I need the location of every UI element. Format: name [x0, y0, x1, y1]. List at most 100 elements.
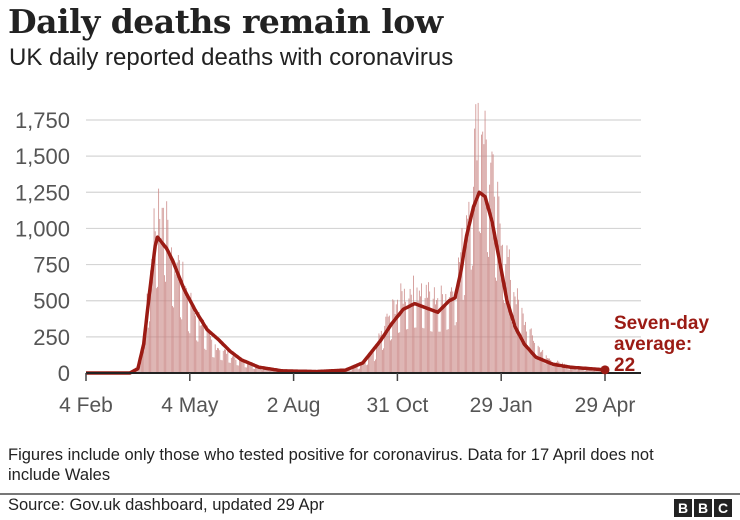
daily-bar [365, 365, 367, 373]
daily-bar [179, 260, 180, 373]
daily-bar [212, 357, 214, 373]
daily-bar [499, 223, 501, 373]
daily-bar [440, 285, 442, 373]
daily-bar [360, 362, 361, 373]
daily-bar [380, 330, 382, 373]
daily-bar [251, 366, 253, 373]
daily-bar [185, 287, 187, 373]
daily-bar [523, 325, 525, 373]
daily-bar [220, 359, 222, 373]
daily-bar [468, 201, 470, 373]
daily-bar [267, 369, 269, 373]
daily-bar [545, 355, 547, 373]
daily-bar [585, 370, 586, 373]
daily-bar [576, 370, 578, 373]
daily-bar [570, 366, 571, 373]
daily-bar [488, 256, 489, 373]
daily-bar [200, 325, 202, 373]
daily-bar [213, 357, 215, 373]
daily-bar [260, 370, 262, 373]
y-tick-label: 0 [58, 361, 70, 386]
daily-bar [490, 162, 492, 373]
daily-bar [558, 361, 560, 373]
daily-bar [550, 360, 552, 373]
daily-bar [235, 359, 237, 373]
daily-bar [153, 208, 155, 373]
daily-bar [560, 367, 562, 373]
daily-bar [425, 284, 427, 373]
daily-bar [549, 358, 551, 373]
daily-bar [180, 317, 181, 373]
daily-bar [497, 181, 499, 373]
daily-bar [587, 369, 589, 373]
daily-bar [394, 314, 396, 373]
daily-bar [513, 292, 515, 373]
daily-bar [486, 252, 488, 373]
daily-bar [572, 367, 574, 373]
daily-bar [424, 298, 426, 373]
daily-bar [475, 104, 477, 373]
daily-bar [553, 362, 555, 373]
daily-bar [579, 368, 581, 373]
daily-bar [242, 361, 244, 373]
daily-bar [559, 367, 561, 373]
daily-bar [514, 296, 516, 373]
daily-bar [500, 245, 502, 373]
daily-bar [197, 341, 199, 373]
daily-bar [241, 359, 243, 373]
daily-bar [456, 287, 458, 373]
daily-bar [438, 331, 440, 373]
daily-bar [232, 356, 233, 373]
source-text: Source: Gov.uk dashboard, updated 29 Apr [8, 496, 325, 514]
bbc-logo: B B C [674, 499, 732, 517]
x-tick-labels: 4 Feb 4 May 2 Aug 31 Oct 29 Jan 29 Apr [59, 373, 635, 417]
daily-bar [195, 315, 196, 373]
daily-bar [219, 350, 221, 373]
daily-bar [548, 358, 549, 373]
daily-bar [480, 233, 481, 373]
daily-bar [266, 369, 268, 373]
daily-bar [249, 362, 251, 373]
daily-bar [544, 363, 546, 373]
daily-bar [430, 331, 432, 373]
bar-series [125, 102, 606, 373]
daily-bar [564, 363, 566, 373]
daily-bar [250, 365, 252, 373]
daily-bar [582, 368, 584, 373]
daily-bar [248, 362, 249, 373]
daily-bar [466, 215, 467, 373]
daily-bar [377, 346, 379, 373]
y-tick-label: 1,250 [15, 180, 70, 205]
daily-bar [543, 362, 545, 373]
daily-bar [165, 281, 166, 373]
daily-bar [402, 303, 404, 373]
daily-bar [566, 366, 568, 373]
daily-bar [142, 344, 143, 373]
annotation-line: Seven-day [614, 313, 709, 334]
seven-day-average-line [85, 190, 606, 375]
daily-bar [354, 367, 356, 373]
daily-bar [262, 370, 263, 373]
daily-bar [423, 328, 425, 373]
daily-bar [429, 291, 431, 373]
daily-bar [580, 367, 582, 373]
daily-bar [245, 367, 247, 373]
daily-bar [211, 339, 213, 373]
daily-bar [583, 370, 585, 373]
daily-bar [363, 359, 365, 373]
daily-bar [205, 349, 207, 373]
daily-bar [451, 287, 452, 373]
daily-bar [420, 296, 421, 373]
daily-bar [417, 301, 419, 373]
daily-bar [168, 256, 170, 373]
daily-bar [203, 319, 205, 373]
daily-bar [252, 368, 254, 373]
daily-bar [379, 335, 381, 373]
daily-bar [436, 300, 437, 373]
daily-bar [591, 370, 593, 373]
daily-bar [378, 333, 380, 373]
daily-bar [364, 358, 366, 373]
daily-bar [397, 299, 398, 373]
y-tick-label: 750 [33, 253, 70, 278]
daily-bar [520, 339, 522, 373]
